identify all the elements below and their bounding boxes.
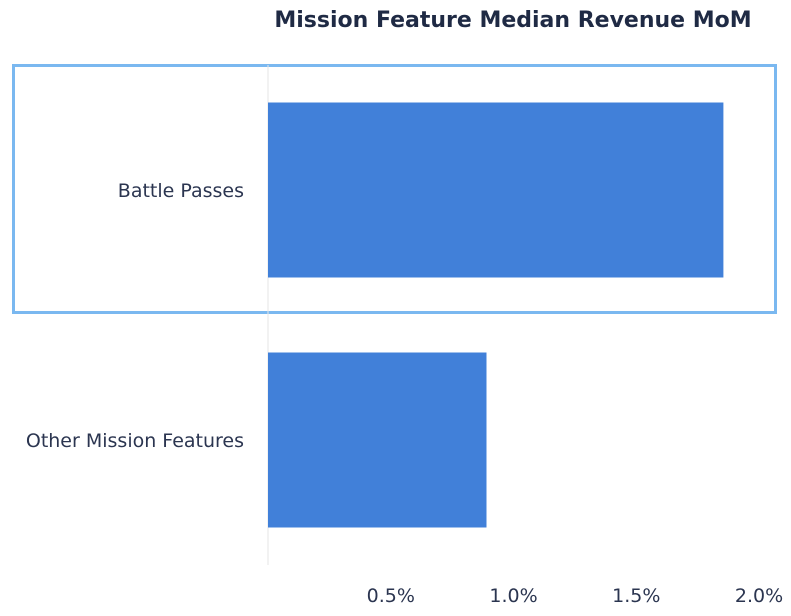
x-tick-label: 1.0% — [489, 585, 537, 607]
chart-title: Mission Feature Median Revenue MoM — [274, 8, 751, 33]
category-label: Other Mission Features — [26, 430, 244, 452]
bar-other-mission-features — [268, 352, 487, 528]
x-tick-label: 2.0% — [735, 585, 783, 607]
category-label: Battle Passes — [118, 180, 244, 202]
x-tick-label: 1.5% — [612, 585, 660, 607]
highlight-box — [12, 64, 777, 314]
x-tick-label: 0.5% — [367, 585, 415, 607]
bar-battle-passes — [268, 102, 724, 278]
